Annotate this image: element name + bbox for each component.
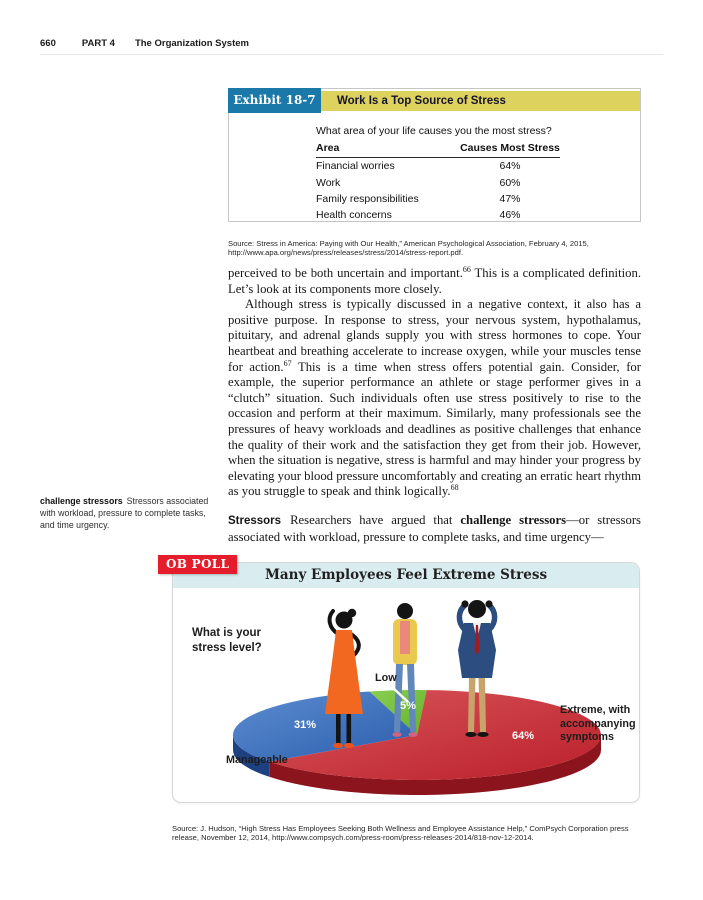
- slice-label-low: Low: [375, 672, 397, 684]
- table-row: Family responsibilities 47%: [316, 192, 521, 205]
- ob-poll-source: Source: J. Hudson, “High Stress Has Empl…: [172, 823, 629, 843]
- exhibit-question: What area of your life causes you the mo…: [316, 125, 552, 137]
- paragraph-stressors: Stressors Researchers have argued that ch…: [228, 512, 641, 544]
- paragraph-stress-purpose: Although stress is typically discussed i…: [228, 297, 641, 499]
- header-rule: [40, 54, 663, 55]
- low-callout-line: [390, 685, 409, 703]
- margin-note-definition: Stressors associated with workload, pres…: [40, 496, 209, 530]
- stress-pie-chart: What is your stress level? Low 5% 31% 64…: [172, 590, 638, 802]
- slice-label-manageable: Manageable: [226, 754, 288, 766]
- exhibit-title-band: Work Is a Top Source of Stress: [321, 91, 640, 111]
- margin-note: challenge stressors Stressors associated …: [40, 496, 216, 531]
- pie-slice-extreme: [269, 690, 601, 780]
- exhibit-label: Exhibit 18-7: [228, 88, 321, 113]
- table-row: Financial worries 64%: [316, 160, 521, 173]
- chart-question: What is your stress level?: [192, 627, 262, 654]
- slice-percent-extreme: 64%: [512, 730, 535, 742]
- page-number: 660: [40, 38, 56, 49]
- margin-note-term: challenge stressors: [40, 496, 123, 506]
- ob-poll-title-band: Many Employees Feel Extreme Stress: [173, 563, 639, 588]
- part-label: PART 4: [81, 38, 115, 49]
- ob-poll-badge: OB POLL: [158, 555, 238, 574]
- exhibit-table-body: Financial worries 64% Work 60% Family respon…: [316, 158, 560, 224]
- table-row: Work 60%: [316, 176, 521, 189]
- exhibit-title: Work Is a Top Source of Stress: [337, 95, 506, 107]
- exhibit-table: Area Causes Most Stress Financial worrie…: [316, 140, 560, 224]
- exhibit-box: Exhibit 18-7 Work Is a Top Source of Str…: [228, 88, 641, 222]
- exhibit-source: Source: Stress in America: Paying with O…: [228, 238, 589, 258]
- pie-side-manageable: [233, 735, 270, 777]
- figure-woman-orange-dress: [325, 608, 363, 749]
- slice-percent-manageable: 31%: [294, 719, 317, 731]
- figure-man-suit: [456, 600, 498, 737]
- running-head: 660 PART 4 The Organization System: [40, 38, 249, 49]
- body-text-column: perceived to be both uncertain and impor…: [228, 264, 641, 545]
- paragraph-definition: perceived to be both uncertain and impor…: [228, 264, 641, 296]
- column-header-area: Area: [316, 140, 460, 158]
- pie-slice-manageable: [233, 691, 417, 762]
- part-title: The Organization System: [134, 38, 249, 49]
- pie-side-extreme: [269, 735, 601, 795]
- slice-label-extreme: Extreme, with accompanying symptoms: [560, 704, 636, 743]
- figure-person-jeans: [392, 603, 418, 737]
- ob-poll-title: Many Employees Feel Extreme Stress: [264, 567, 548, 583]
- table-header-row: Area Causes Most Stress: [316, 140, 560, 158]
- slice-percent-low: 5%: [400, 700, 416, 712]
- column-header-causes-most-stress: Causes Most Stress: [460, 140, 560, 158]
- table-row: Health concerns 46%: [316, 209, 521, 222]
- pie-chart-layer: [233, 690, 601, 795]
